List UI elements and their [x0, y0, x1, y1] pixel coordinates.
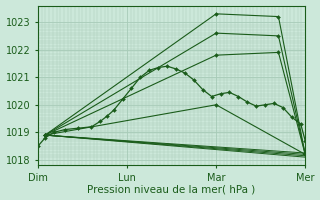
X-axis label: Pression niveau de la mer( hPa ): Pression niveau de la mer( hPa ) [87, 184, 256, 194]
